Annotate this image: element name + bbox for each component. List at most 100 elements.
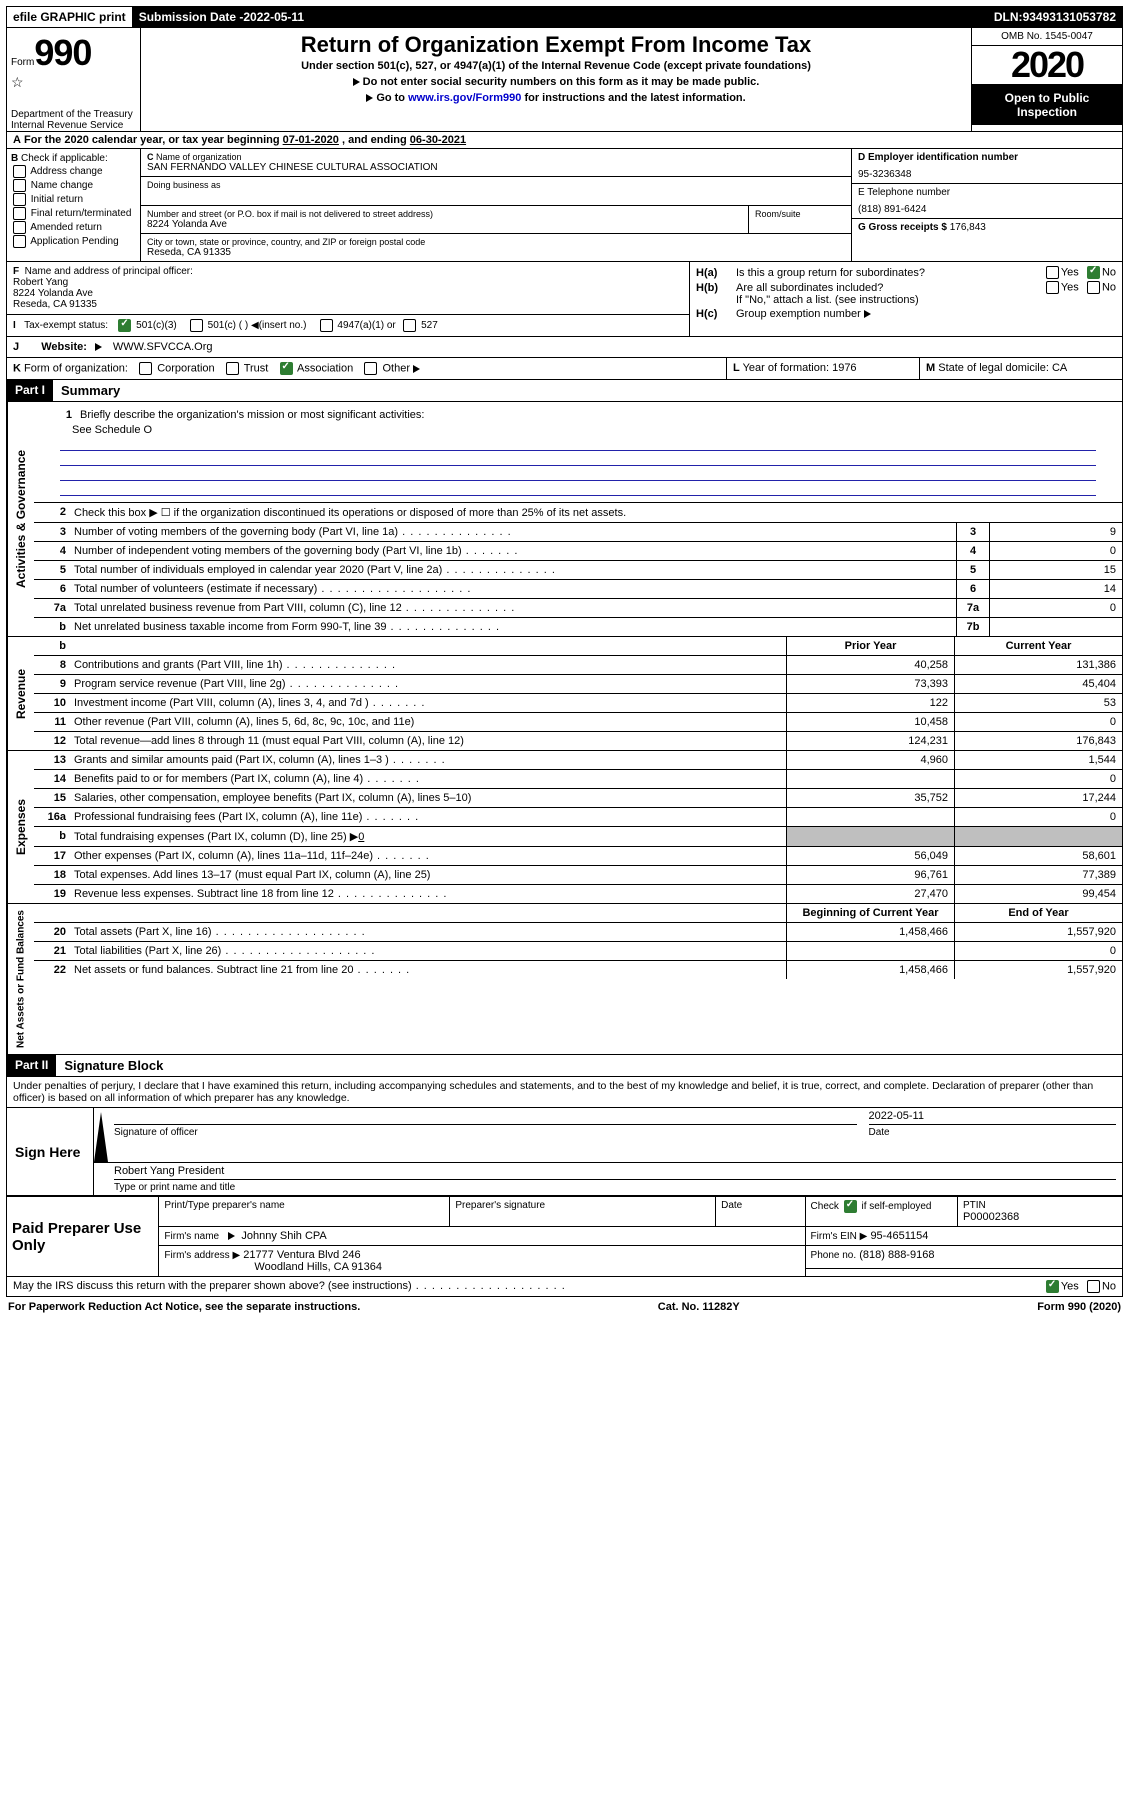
form-ref: Form 990 (2020) xyxy=(1037,1301,1121,1313)
top-bar: efile GRAPHIC print Submission Date - 20… xyxy=(6,6,1123,28)
cb-address-change[interactable]: Address change xyxy=(11,165,136,178)
paid-preparer-table: Paid Preparer Use Only Print/Type prepar… xyxy=(6,1196,1123,1277)
officer-name: Robert Yang xyxy=(13,277,683,288)
form990-link[interactable]: www.irs.gov/Form990 xyxy=(408,92,521,104)
irs-label: Internal Revenue Service xyxy=(11,120,136,131)
hb-yes[interactable] xyxy=(1046,281,1059,294)
side-revenue: Revenue xyxy=(7,637,34,750)
sign-here-block: Sign Here Signature of officer 2022-05-1… xyxy=(6,1108,1123,1196)
section-h: H(a) Is this a group return for subordin… xyxy=(690,262,1122,336)
py17: 56,049 xyxy=(786,847,954,865)
cy17: 58,601 xyxy=(954,847,1122,865)
val-7a: 0 xyxy=(989,599,1122,617)
side-expenses: Expenses xyxy=(7,751,34,903)
firm-addr2: Woodland Hills, CA 91364 xyxy=(254,1261,382,1273)
org-name: SAN FERNANDO VALLEY CHINESE CULTURAL ASS… xyxy=(147,162,845,173)
cy9: 45,404 xyxy=(954,675,1122,693)
cy11: 0 xyxy=(954,713,1122,731)
telephone: (818) 891-6424 xyxy=(858,204,1116,215)
cy15: 17,244 xyxy=(954,789,1122,807)
row-a-tax-year: A For the 2020 calendar year, or tax yea… xyxy=(6,132,1123,149)
cy14: 0 xyxy=(954,770,1122,788)
cb-app-pending[interactable]: Application Pending xyxy=(11,235,136,248)
section-net-assets: Net Assets or Fund Balances Beginning of… xyxy=(6,904,1123,1055)
topbar-spacer xyxy=(311,7,988,27)
hb-no[interactable] xyxy=(1087,281,1100,294)
paid-preparer-label: Paid Preparer Use Only xyxy=(7,1197,159,1277)
cy16b xyxy=(954,827,1122,846)
section-m: M State of legal domicile: CA xyxy=(920,358,1122,379)
paperwork-notice: For Paperwork Reduction Act Notice, see … xyxy=(8,1301,360,1313)
py8: 40,258 xyxy=(786,656,954,674)
cb-initial-return[interactable]: Initial return xyxy=(11,193,136,206)
cb-corp[interactable] xyxy=(139,362,152,375)
gross-receipts: G Gross receipts $ 176,843 xyxy=(852,219,1122,236)
cb-other[interactable] xyxy=(364,362,377,375)
declaration: Under penalties of perjury, I declare th… xyxy=(6,1077,1123,1108)
b20: 1,458,466 xyxy=(786,923,954,941)
cb-527[interactable] xyxy=(403,319,416,332)
cb-assoc[interactable] xyxy=(280,362,293,375)
val-5: 15 xyxy=(989,561,1122,579)
row-klm: K Form of organization: Corporation Trus… xyxy=(6,358,1123,380)
tax-year: 2020 xyxy=(972,46,1122,85)
form-subtitle: Under section 501(c), 527, or 4947(a)(1)… xyxy=(149,60,963,72)
cb-501c[interactable] xyxy=(190,319,203,332)
ein: 95-3236348 xyxy=(858,169,1116,180)
block-fh: F Name and address of principal officer:… xyxy=(6,262,1123,337)
section-expenses: Expenses 13Grants and similar amounts pa… xyxy=(6,751,1123,904)
section-f: F Name and address of principal officer:… xyxy=(7,262,690,336)
sign-here-label: Sign Here xyxy=(7,1108,93,1195)
cb-4947[interactable] xyxy=(320,319,333,332)
discuss-row: May the IRS discuss this return with the… xyxy=(6,1277,1123,1297)
firm-ein: 95-4651154 xyxy=(870,1230,928,1242)
val-3: 9 xyxy=(989,523,1122,541)
e21: 0 xyxy=(954,942,1122,960)
ptin: P00002368 xyxy=(963,1211,1117,1223)
header-left: Form990 ☆ Department of the Treasury Int… xyxy=(7,28,141,131)
row-j-website: J Website: WWW.SFVCCA.Org xyxy=(6,337,1123,358)
part2-header: Part II Signature Block xyxy=(6,1055,1123,1077)
b22: 1,458,466 xyxy=(786,961,954,979)
val-6: 14 xyxy=(989,580,1122,598)
discuss-yes[interactable] xyxy=(1046,1280,1059,1293)
section-activities: Activities & Governance 1Briefly describ… xyxy=(6,402,1123,637)
e20: 1,557,920 xyxy=(954,923,1122,941)
page-footer: For Paperwork Reduction Act Notice, see … xyxy=(6,1297,1123,1317)
py18: 96,761 xyxy=(786,866,954,884)
py14 xyxy=(786,770,954,788)
b21 xyxy=(786,942,954,960)
discuss-no[interactable] xyxy=(1087,1280,1100,1293)
py19: 27,470 xyxy=(786,885,954,903)
py15: 35,752 xyxy=(786,789,954,807)
side-activities: Activities & Governance xyxy=(7,402,34,636)
cb-amended[interactable]: Amended return xyxy=(11,221,136,234)
form-header: Form990 ☆ Department of the Treasury Int… xyxy=(6,28,1123,132)
mission-text: See Schedule O xyxy=(40,424,1116,436)
org-street: 8224 Yolanda Ave xyxy=(147,219,742,230)
e22: 1,557,920 xyxy=(954,961,1122,979)
ha-no[interactable] xyxy=(1087,266,1100,279)
block-bcd: B Check if applicable: Address change Na… xyxy=(6,149,1123,262)
cy13: 1,544 xyxy=(954,751,1122,769)
cy12: 176,843 xyxy=(954,732,1122,750)
part1-header: Part I Summary xyxy=(6,380,1123,402)
cb-trust[interactable] xyxy=(226,362,239,375)
form-number: Form990 xyxy=(11,32,136,74)
val-4: 0 xyxy=(989,542,1122,560)
cb-501c3[interactable] xyxy=(118,319,131,332)
firm-phone: (818) 888-9168 xyxy=(859,1249,934,1261)
section-i: I Tax-exempt status: 501(c)(3) 501(c) ( … xyxy=(7,314,689,332)
cb-self-employed[interactable] xyxy=(844,1200,857,1213)
cy8: 131,386 xyxy=(954,656,1122,674)
efile-label: efile GRAPHIC print xyxy=(7,7,133,27)
section-revenue: Revenue bPrior YearCurrent Year 8Contrib… xyxy=(6,637,1123,751)
cb-name-change[interactable]: Name change xyxy=(11,179,136,192)
org-city: Reseda, CA 91335 xyxy=(147,247,845,258)
submission-date: Submission Date - 2022-05-11 xyxy=(133,7,311,27)
py12: 124,231 xyxy=(786,732,954,750)
ha-yes[interactable] xyxy=(1046,266,1059,279)
cat-no: Cat. No. 11282Y xyxy=(658,1301,740,1313)
cb-final-return[interactable]: Final return/terminated xyxy=(11,207,136,220)
ssn-note: Do not enter social security numbers on … xyxy=(149,76,963,88)
